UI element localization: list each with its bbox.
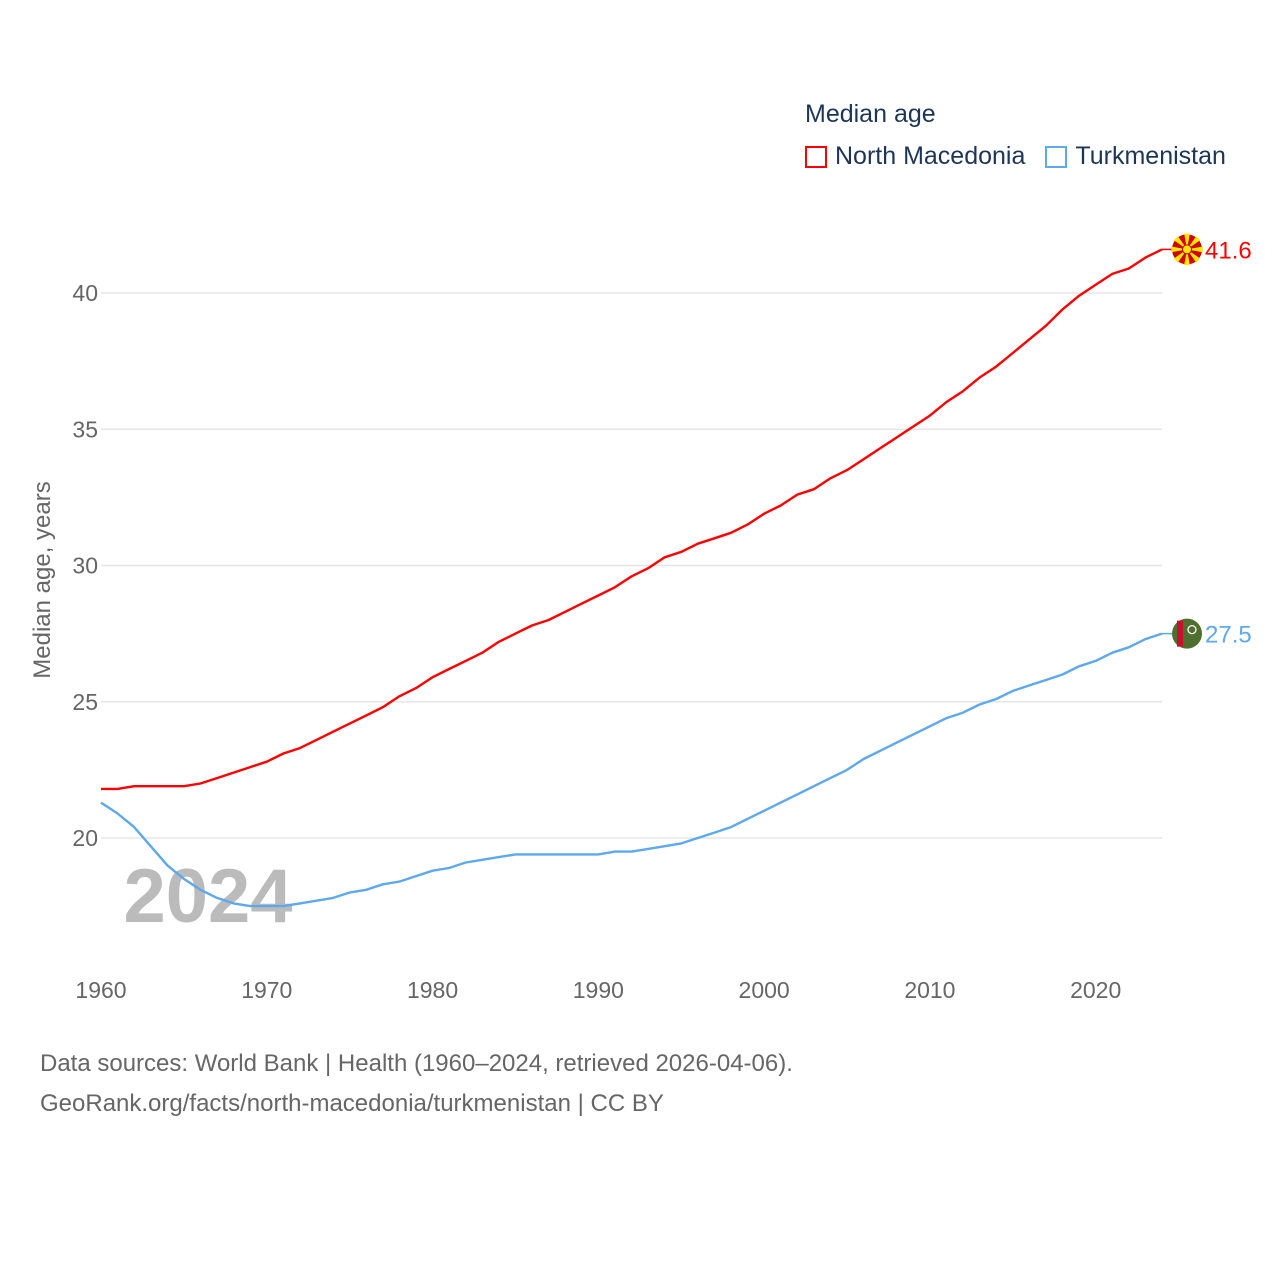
end-value-label: 27.5: [1205, 622, 1252, 649]
legend-item-turkmenistan[interactable]: Turkmenistan: [1045, 142, 1226, 171]
legend-label: North Macedonia: [835, 142, 1026, 170]
x-tick-label: 1990: [573, 977, 624, 1003]
y-tick-label: 40: [72, 280, 98, 306]
series-lines: [100, 248, 1163, 908]
y-tick-label: 20: [72, 825, 98, 851]
x-tick-label: 2020: [1070, 977, 1121, 1003]
turkmenistan-flag-icon: [1172, 618, 1202, 649]
legend: North Macedonia Turkmenistan: [805, 142, 1226, 171]
y-tick-label: 25: [72, 689, 98, 715]
y-axis-label: Median age, years: [29, 481, 56, 678]
x-tick-label: 1960: [75, 977, 126, 1003]
grid-lines: [101, 292, 1162, 839]
legend-item-north-macedonia[interactable]: North Macedonia: [805, 142, 1025, 171]
x-tick-label: 1970: [241, 977, 292, 1003]
end-labels: 41.6 27.5: [1162, 233, 1252, 649]
legend-label: Turkmenistan: [1075, 142, 1226, 170]
y-tick-label: 35: [72, 416, 98, 442]
x-tick-label: 1980: [407, 977, 458, 1003]
series-line-turkmenistan: [100, 632, 1163, 908]
x-axis-ticks: 1960 1970 1980 1990 2000 2010 2020: [75, 977, 1121, 1003]
x-tick-label: 2010: [904, 977, 955, 1003]
x-tick-label: 2000: [739, 977, 790, 1003]
north-macedonia-flag-icon: [1171, 233, 1203, 266]
legend-swatch: [805, 145, 827, 168]
year-watermark: 2024: [123, 854, 292, 939]
y-tick-label: 30: [72, 553, 98, 579]
legend-swatch: [1045, 145, 1068, 168]
attribution-link[interactable]: GeoRank.org/facts/north-macedonia/turkme…: [40, 1090, 664, 1117]
data-source-text: Data sources: World Bank | Health (1960–…: [40, 1050, 793, 1077]
y-axis-ticks: 20 25 30 35 40: [72, 280, 98, 851]
legend-title: Median age: [805, 100, 936, 128]
series-line-north-macedonia: [101, 248, 1163, 791]
end-value-label: 41.6: [1205, 237, 1252, 264]
footer: Data sources: World Bank | Health (1960–…: [40, 1044, 793, 1124]
